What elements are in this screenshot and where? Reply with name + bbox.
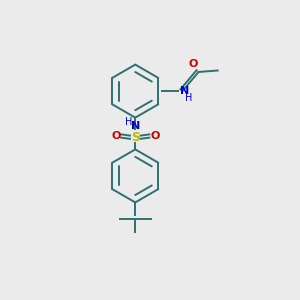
Text: O: O bbox=[189, 59, 198, 69]
Text: N: N bbox=[180, 86, 190, 96]
Text: O: O bbox=[111, 131, 121, 142]
Text: H: H bbox=[125, 117, 133, 127]
Text: O: O bbox=[150, 131, 159, 142]
Text: S: S bbox=[131, 131, 140, 144]
Text: H: H bbox=[185, 93, 193, 103]
Text: N: N bbox=[131, 121, 140, 131]
